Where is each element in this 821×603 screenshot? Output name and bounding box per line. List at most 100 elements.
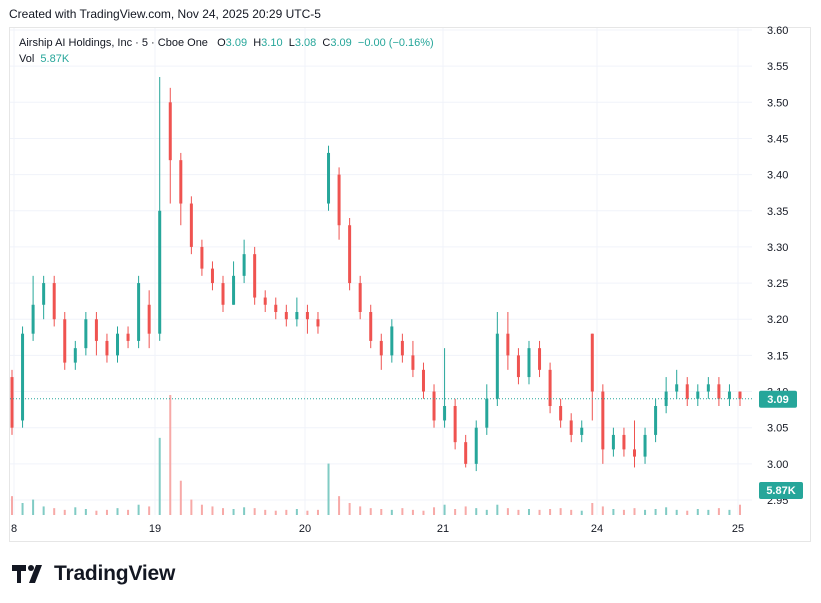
volume-bar: [53, 508, 56, 515]
volume-bar: [306, 510, 309, 515]
x-tick-label: 24: [591, 523, 603, 535]
candle-body: [506, 333, 510, 356]
volume-bar: [717, 508, 720, 515]
volume-bar: [158, 437, 161, 515]
volume-bar: [63, 509, 66, 515]
close-value: 3.09: [330, 37, 352, 49]
volume-bar: [612, 509, 615, 515]
candle-body: [548, 369, 552, 406]
candle-body: [369, 312, 373, 341]
candle-body: [221, 283, 225, 305]
volume-bar: [390, 509, 393, 515]
volume-bar: [211, 506, 214, 515]
open-value: 3.09: [225, 37, 248, 49]
candle-body: [675, 384, 679, 392]
y-tick-label: 3.30: [767, 242, 788, 254]
volume-bar: [665, 507, 668, 515]
candle-body: [580, 427, 584, 435]
candle-body: [21, 333, 25, 421]
candle-body: [696, 391, 700, 399]
candle-body: [654, 406, 658, 435]
y-tick-label: 3.00: [767, 459, 788, 471]
candle-body: [643, 434, 647, 457]
candle-body: [738, 391, 742, 399]
chart-frame[interactable]: [9, 27, 811, 542]
volume-bar: [485, 509, 488, 515]
candle-body: [253, 254, 257, 298]
volume-bar: [285, 509, 288, 515]
candle-body: [210, 268, 214, 284]
volume-bar: [422, 510, 425, 515]
volume-bar: [443, 504, 446, 515]
volume-bar: [243, 507, 246, 515]
volume-bar: [116, 508, 119, 515]
volume-bar: [454, 509, 457, 515]
volume-bar: [401, 508, 404, 515]
volume-bar: [675, 509, 678, 515]
volume-bar: [686, 510, 689, 515]
volume-bar: [591, 503, 594, 515]
candle-body: [622, 434, 626, 450]
volume-bar: [84, 509, 87, 515]
volume-bar: [264, 509, 267, 515]
volume-bar: [105, 509, 108, 515]
volume-bar: [232, 509, 235, 515]
candle-body: [179, 160, 183, 204]
volume-bar: [517, 509, 520, 515]
volume-bar: [696, 509, 699, 515]
volume-bar: [433, 507, 436, 515]
candle-body: [316, 319, 320, 327]
volume-bar: [32, 499, 35, 515]
volume-bar: [222, 508, 225, 515]
high-label: H: [253, 37, 262, 49]
candle-body: [305, 312, 309, 320]
candle-body: [474, 427, 478, 464]
volume-bar: [21, 503, 24, 515]
volume-bar: [179, 480, 182, 515]
y-tick-label: 3.25: [767, 278, 788, 290]
candle-body: [348, 225, 352, 284]
candle-body: [358, 283, 362, 312]
candle-body: [284, 312, 288, 320]
close-label: C: [322, 37, 331, 49]
candle-body: [453, 406, 457, 443]
volume-row: Vol 5.87K: [19, 51, 434, 67]
volume-bar: [200, 504, 203, 515]
volume-value: 5.87K: [40, 53, 70, 65]
volume-bar: [527, 509, 530, 515]
volume-bar: [739, 504, 741, 515]
y-tick-label: 3.45: [767, 133, 788, 145]
candle-body: [632, 449, 636, 457]
y-tick-label: 3.40: [767, 170, 788, 182]
candle-body: [63, 319, 67, 363]
volume-bar: [74, 507, 77, 515]
volume-bar: [137, 504, 140, 515]
open-label: O: [217, 37, 226, 49]
y-tick-label: 3.35: [767, 206, 788, 218]
candle-body: [495, 333, 499, 399]
volume-bar: [538, 509, 541, 515]
volume-bar: [506, 508, 509, 515]
volume-bar: [549, 509, 552, 515]
volume-bar: [411, 509, 414, 515]
candle-body: [158, 210, 162, 334]
tradingview-logo: TradingView: [12, 562, 175, 586]
volume-bar: [369, 508, 372, 515]
created-with-label: Created with TradingView.com, Nov 24, 20…: [9, 7, 321, 21]
last-volume-tag: [759, 482, 803, 499]
volume-bar: [316, 509, 319, 515]
volume-bar: [274, 510, 277, 515]
candle-body: [242, 254, 246, 276]
candle-body: [379, 340, 383, 356]
symbol-name: Airship AI Holdings, Inc · 5 · Cboe One: [19, 37, 208, 49]
volume-bar: [559, 508, 562, 515]
low-value: 3.08: [294, 37, 317, 49]
volume-bar: [42, 506, 45, 515]
candle-body: [527, 348, 531, 378]
y-tick-label: 3.55: [767, 61, 788, 73]
volume-bar: [327, 463, 330, 515]
candle-body: [126, 333, 130, 341]
candle-body: [274, 304, 278, 312]
candle-body: [116, 333, 120, 356]
